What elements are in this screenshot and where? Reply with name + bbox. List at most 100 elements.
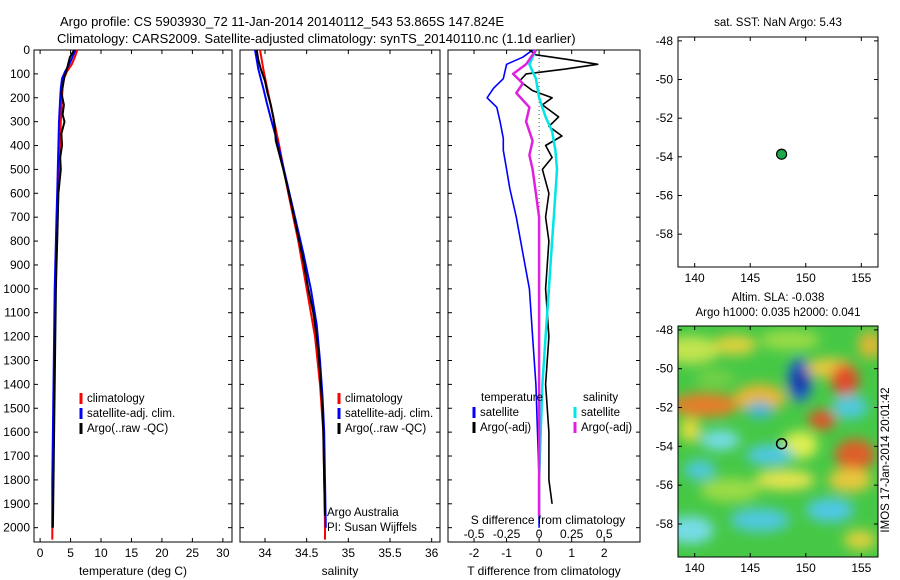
top-x-tick-label: -0.5 — [464, 527, 485, 541]
heatmap-blob — [746, 445, 794, 465]
top-x-axis-label: S difference from climatology — [471, 513, 626, 527]
legend-label: satellite — [480, 407, 519, 419]
legend-label: temperature — [481, 392, 543, 404]
depth-tick-label: 1000 — [3, 282, 30, 296]
map-y-tick-label: -54 — [656, 150, 674, 164]
x-tick-label: 34.5 — [295, 546, 319, 560]
annotation-text: Argo Australia — [327, 507, 399, 519]
x-axis-label: salinity — [322, 564, 359, 578]
depth-tick-label: 1700 — [3, 449, 30, 463]
heatmap-blob — [832, 395, 868, 419]
side-timestamp-label: IMOS 17-Jan-2014 20:01:42 — [880, 387, 892, 532]
map-y-tick-label: -50 — [656, 73, 674, 87]
legend-label: Argo(-adj) — [581, 422, 632, 434]
x-tick-label: 34 — [258, 546, 272, 560]
depth-tick-label: 1200 — [3, 330, 30, 344]
argo-location-marker — [775, 148, 788, 160]
sla-heatmap-field — [678, 326, 878, 557]
heatmap-blob — [700, 430, 740, 450]
salinity-profile-panel: 34 34.5 35 35.5 36 salinity climatology satelli… — [239, 49, 441, 578]
heatmap-blob — [713, 335, 757, 355]
depth-tick-label: 500 — [10, 162, 30, 176]
series-line-1 — [518, 49, 599, 504]
map-frame — [677, 325, 879, 558]
x-tick-label: 2 — [601, 546, 608, 560]
heatmap-blob — [808, 410, 836, 430]
difference-profile-panel: -2 -1 0 1 2 T difference from climatology -0.5… — [447, 49, 641, 578]
heatmap-blob — [844, 530, 876, 550]
map-y-tick-label: -56 — [656, 478, 674, 492]
depth-tick-label: 400 — [10, 139, 30, 153]
heatmap-blob — [794, 368, 806, 392]
heatmap-blob — [858, 331, 878, 359]
depth-tick-label: 1600 — [3, 425, 30, 439]
plot-frame — [447, 49, 641, 543]
series-line-1 — [51, 49, 77, 528]
map-x-tick-label: 140 — [685, 271, 705, 285]
depth-tick-label: 1500 — [3, 401, 30, 415]
map-x-tick-label: 150 — [796, 271, 816, 285]
depth-tick-label: 1100 — [4, 306, 30, 320]
map-title: sat. SST: NaN Argo: 5.43 — [714, 17, 842, 29]
map-y-tick-label: -50 — [656, 362, 674, 376]
map-frame — [677, 36, 879, 268]
heatmap-blobs — [678, 330, 878, 550]
map-x-tick-label: 145 — [740, 561, 760, 575]
x-tick-label: 25 — [186, 546, 200, 560]
top-x-tick-label: -0.25 — [493, 527, 521, 541]
x-tick-label: -2 — [469, 546, 480, 560]
depth-tick-label: 900 — [10, 258, 30, 272]
argo-location-marker — [775, 437, 788, 450]
legend-label: satellite-adj. clim. — [345, 408, 433, 420]
map-title-line-1: Altim. SLA: -0.038 — [732, 292, 825, 304]
depth-tick-label: 800 — [10, 234, 30, 248]
series-line-2 — [528, 49, 559, 516]
x-tick-label: 35.5 — [378, 546, 402, 560]
series-line-1 — [254, 49, 327, 528]
legend-label: Argo(-adj) — [480, 422, 531, 434]
depth-tick-label: 700 — [10, 210, 30, 224]
heatmap-blob — [755, 470, 815, 490]
x-axis-label: temperature (deg C) — [79, 564, 187, 578]
x-tick-label: 1 — [568, 546, 575, 560]
title-line-2: Climatology: CARS2009. Satellite-adjuste… — [57, 31, 576, 46]
series-line-2 — [51, 49, 76, 528]
top-x-tick-label: 0.25 — [560, 527, 584, 541]
depth-tick-label: 300 — [10, 115, 30, 129]
depth-tick-label: 1900 — [3, 497, 30, 511]
heatmap-blob — [734, 384, 786, 412]
map-x-tick-label: 155 — [851, 561, 871, 575]
title-line-1: Argo profile: CS 5903930_72 11-Jan-2014 … — [60, 14, 504, 29]
map-x-tick-label: 150 — [796, 561, 816, 575]
series-line-0 — [486, 49, 540, 528]
map-y-tick-label: -58 — [656, 517, 674, 531]
depth-tick-label: 100 — [10, 67, 30, 81]
temperature-profile-panel: 0100200300400500600700800900100011001200… — [3, 43, 233, 578]
x-tick-label: 36 — [425, 546, 439, 560]
sla-map-panel: Altim. SLA: -0.038 Argo h1000: 0.035 h200… — [656, 292, 892, 575]
heatmap-blob — [700, 478, 760, 502]
legend-label: climatology — [87, 393, 145, 405]
x-tick-label: 30 — [216, 546, 230, 560]
legend-label: Argo(..raw -QC) — [345, 423, 426, 435]
legend-label: satellite — [581, 407, 620, 419]
depth-tick-label: 1300 — [3, 353, 30, 367]
plot-frame — [33, 49, 233, 543]
heatmap-blob — [831, 364, 859, 396]
map-y-tick-label: -58 — [656, 227, 674, 241]
map-y-tick-label: -52 — [656, 401, 674, 415]
heatmap-blob — [746, 402, 774, 418]
heatmap-blob — [684, 460, 716, 480]
top-x-tick-label: 0.5 — [596, 527, 613, 541]
x-tick-label: 0 — [37, 546, 44, 560]
x-tick-label: 15 — [125, 546, 139, 560]
sst-map-panel: sat. SST: NaN Argo: 5.43 140 145 150 155 -48 -… — [656, 17, 879, 285]
series-line-3 — [511, 49, 541, 516]
map-y-tick-label: -52 — [656, 111, 674, 125]
map-y-tick-label: -54 — [656, 439, 674, 453]
map-x-tick-label: 155 — [851, 271, 871, 285]
depth-tick-label: 1400 — [3, 377, 30, 391]
heatmap-blob — [835, 439, 875, 471]
depth-tick-label: 1800 — [3, 473, 30, 487]
